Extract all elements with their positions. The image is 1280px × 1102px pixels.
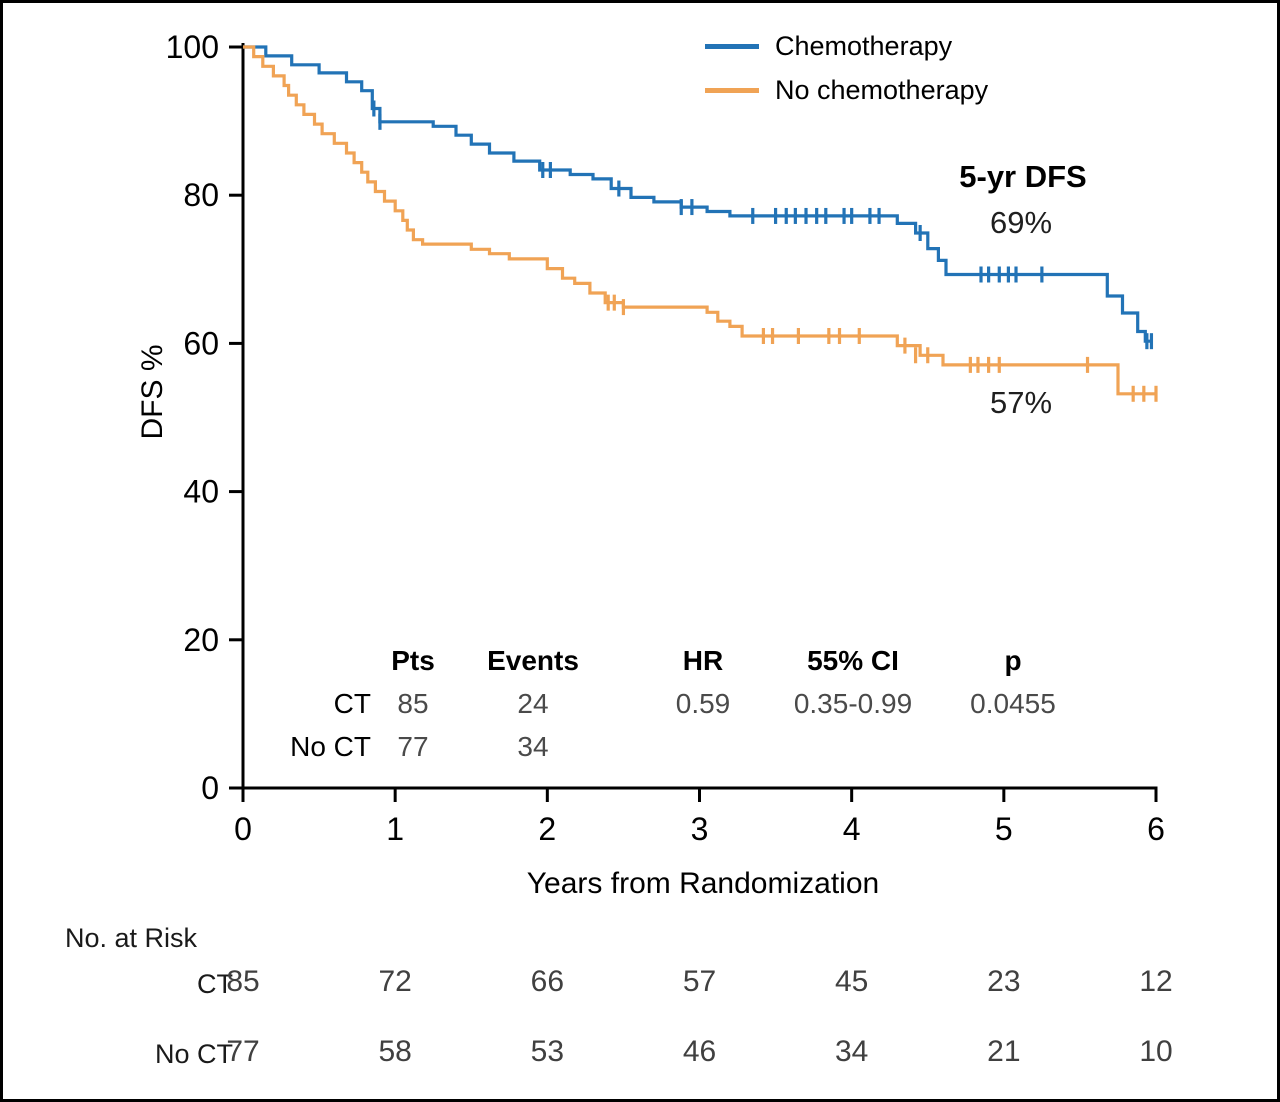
risk-count: 53 bbox=[530, 1035, 565, 1068]
stats-row-noct-pts: 77 bbox=[397, 731, 429, 762]
risk-count: 23 bbox=[987, 965, 1021, 998]
stats-row-ct-ci: 0.35-0.99 bbox=[793, 688, 913, 719]
x-tick-label: 4 bbox=[843, 811, 861, 847]
stats-row-noct-p bbox=[923, 729, 1103, 765]
stats-table: Pts Events HR 55% CI p CT 85 24 0.59 0.3… bbox=[253, 643, 1103, 765]
risk-count: 72 bbox=[378, 965, 412, 998]
stats-row-ct-events: 24 bbox=[517, 688, 549, 719]
risk-count: 46 bbox=[682, 1035, 717, 1068]
legend: Chemotherapy No chemotherapy bbox=[705, 31, 988, 106]
x-tick-label: 3 bbox=[691, 811, 709, 847]
risk-row-noct-label: No CT bbox=[154, 1039, 233, 1069]
risk-table-title: No. at Risk bbox=[65, 923, 198, 953]
stats-row-ct-p: 0.0455 bbox=[970, 688, 1056, 719]
risk-count: 45 bbox=[834, 965, 869, 998]
y-tick-label: 20 bbox=[183, 622, 219, 658]
x-tick-label: 5 bbox=[995, 811, 1013, 847]
risk-row-noct: No CT 77 58 53 46 34 21 10 bbox=[3, 1035, 1277, 1077]
risk-count: 66 bbox=[530, 965, 565, 998]
risk-row-ct: CT 85 72 66 57 45 23 12 bbox=[3, 965, 1277, 1007]
stats-row-ct-label: CT bbox=[333, 688, 371, 719]
legend-label-no-chemotherapy: No chemotherapy bbox=[775, 75, 989, 105]
x-tick-label: 1 bbox=[386, 811, 404, 847]
risk-row-ct-label: CT bbox=[197, 969, 233, 999]
stats-header-p: p bbox=[1004, 645, 1022, 676]
km-curve-chemotherapy bbox=[243, 45, 1152, 343]
stats-header-ci: 55% CI bbox=[807, 645, 899, 676]
stats-header-events: Events bbox=[487, 645, 579, 676]
stats-header-hr: HR bbox=[682, 645, 724, 676]
x-axis-title: Years from Randomization bbox=[526, 867, 880, 900]
risk-count: 57 bbox=[682, 965, 717, 998]
five-year-dfs-heading: 5-yr DFS bbox=[959, 159, 1087, 194]
legend-item-chemotherapy: Chemotherapy bbox=[705, 31, 988, 62]
stats-row-noct-events: 34 bbox=[517, 731, 549, 762]
stats-row-noct-label: No CT bbox=[290, 731, 371, 762]
x-tick-label: 0 bbox=[234, 811, 252, 847]
risk-count: 85 bbox=[226, 965, 260, 998]
risk-count: 77 bbox=[226, 1035, 260, 1068]
stats-row-noct-ci bbox=[783, 729, 923, 765]
chemotherapy-line-swatch bbox=[705, 44, 759, 49]
legend-label-chemotherapy: Chemotherapy bbox=[775, 31, 953, 61]
five-year-dfs-no-chemo-value: 57% bbox=[989, 385, 1053, 420]
y-tick-label: 100 bbox=[166, 29, 219, 65]
y-tick-label: 40 bbox=[183, 474, 219, 510]
stats-row-ct-pts: 85 bbox=[397, 688, 429, 719]
stats-row-ct-hr: 0.59 bbox=[675, 688, 731, 719]
x-tick-label: 6 bbox=[1147, 811, 1165, 847]
km-curve-no-chemotherapy bbox=[243, 45, 1156, 396]
risk-count: 12 bbox=[1139, 965, 1173, 998]
risk-count: 21 bbox=[987, 1035, 1021, 1068]
y-tick-label: 60 bbox=[183, 325, 219, 361]
legend-item-no-chemotherapy: No chemotherapy bbox=[705, 75, 988, 106]
five-year-dfs-chemo-value: 69% bbox=[989, 205, 1053, 240]
stats-header-spacer bbox=[253, 643, 383, 679]
no-chemotherapy-line-swatch bbox=[705, 88, 759, 93]
y-axis-title: DFS % bbox=[136, 344, 169, 440]
x-tick-label: 2 bbox=[538, 811, 556, 847]
risk-count: 58 bbox=[378, 1035, 412, 1068]
stats-row-noct-hr bbox=[623, 729, 783, 765]
y-tick-label: 0 bbox=[201, 770, 219, 806]
stats-header-pts: Pts bbox=[391, 645, 435, 676]
y-tick-label: 80 bbox=[183, 177, 219, 213]
risk-count: 34 bbox=[834, 1035, 869, 1068]
risk-count: 10 bbox=[1139, 1035, 1173, 1068]
